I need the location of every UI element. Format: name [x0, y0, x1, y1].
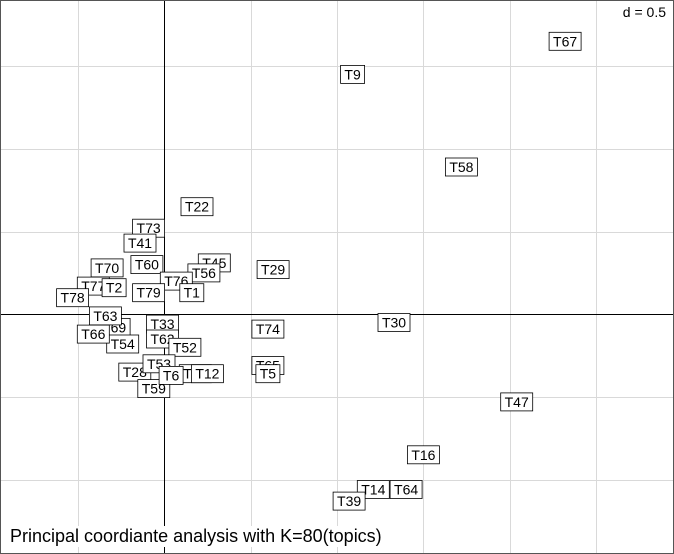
point-label-box — [548, 31, 582, 51]
point-label-box — [76, 324, 110, 344]
point-label-box — [251, 319, 285, 339]
point-label-text: T16 — [411, 447, 435, 463]
point-label-box — [389, 480, 423, 499]
point-label-text: T30 — [382, 315, 406, 331]
point-label-text: T47 — [505, 394, 529, 410]
point-label-text: T78 — [61, 290, 85, 306]
point-label-text: T12 — [195, 366, 219, 382]
point-label-box — [179, 283, 205, 303]
point-label-box — [56, 288, 89, 308]
point-label-text: T39 — [337, 493, 361, 509]
point-label-box — [101, 278, 127, 298]
point-label-t12: T12 — [190, 364, 224, 384]
point-label-t30: T30 — [377, 313, 411, 332]
point-label-t5: T5 — [255, 364, 281, 384]
point-label-text: T54 — [111, 336, 135, 352]
point-label-text: T74 — [256, 321, 280, 337]
point-label-t2: T2 — [101, 278, 127, 298]
point-label-text: T41 — [128, 235, 152, 251]
point-label-t1: T1 — [179, 283, 205, 303]
point-label-box — [190, 364, 224, 384]
point-label-box — [130, 255, 164, 275]
point-label-text: T5 — [260, 366, 277, 382]
point-label-t78: T78 — [56, 288, 89, 308]
point-label-box — [132, 283, 166, 303]
point-label-t74: T74 — [251, 319, 285, 339]
point-label-box — [255, 364, 281, 384]
point-label-text: T29 — [261, 262, 285, 278]
point-label-t67: T67 — [548, 31, 582, 51]
point-label-t79: T79 — [132, 283, 166, 303]
point-label-t60: T60 — [130, 255, 164, 275]
point-label-text: T22 — [185, 199, 209, 215]
point-label-text: T14 — [361, 482, 385, 498]
point-label-t9: T9 — [340, 65, 366, 84]
point-label-t22: T22 — [180, 197, 214, 217]
point-label-box — [123, 233, 157, 253]
point-label-text: T70 — [95, 260, 119, 276]
point-label-text: T2 — [106, 280, 123, 296]
point-label-t33: T33 — [146, 314, 179, 334]
point-label-box — [332, 491, 366, 511]
point-label-t58: T58 — [444, 157, 478, 177]
point-label-box — [158, 365, 184, 385]
point-label-text: T79 — [137, 285, 161, 301]
point-label-text: T9 — [344, 66, 361, 82]
point-label-text: T58 — [449, 159, 473, 175]
point-label-t70: T70 — [90, 258, 124, 278]
point-label-t16: T16 — [406, 445, 440, 465]
point-label-text: T28 — [123, 364, 147, 380]
point-label-text: T63 — [93, 308, 117, 324]
point-label-text: T67 — [553, 33, 577, 49]
point-label-t63: T63 — [89, 306, 122, 326]
point-label-box — [168, 337, 202, 357]
point-label-box — [444, 157, 478, 177]
point-label-box — [256, 260, 290, 280]
point-label-text: T6 — [163, 367, 180, 383]
point-label-t39: T39 — [332, 491, 366, 511]
point-label-t66: T66 — [76, 324, 110, 344]
point-label-text: T33 — [150, 316, 174, 332]
point-label-text: T56 — [192, 265, 216, 281]
point-label-text: T1 — [184, 285, 201, 301]
point-label-box — [180, 197, 214, 217]
point-label-box — [106, 334, 140, 354]
grid-scale-label: d = 0.5 — [620, 4, 668, 20]
point-label-t54: T54 — [106, 334, 140, 354]
point-label-t47: T47 — [500, 392, 534, 412]
point-label-box — [406, 445, 440, 465]
chart-title: Principal coordiante analysis with K=80(… — [8, 526, 384, 547]
point-label-text: T66 — [81, 326, 105, 342]
point-label-text: T52 — [173, 339, 197, 355]
point-label-t64: T64 — [389, 480, 423, 499]
point-label-t41: T41 — [123, 233, 157, 253]
point-label-t56: T56 — [187, 263, 221, 283]
point-label-t29: T29 — [256, 260, 290, 280]
point-label-text: T73 — [137, 220, 161, 236]
point-label-text: T60 — [135, 257, 159, 273]
point-label-t52: T52 — [168, 337, 202, 357]
point-label-box — [377, 313, 411, 332]
point-label-t6: T6 — [158, 365, 184, 385]
point-label-box — [500, 392, 534, 412]
point-label-box — [340, 65, 366, 84]
point-label-text: T64 — [394, 482, 418, 498]
